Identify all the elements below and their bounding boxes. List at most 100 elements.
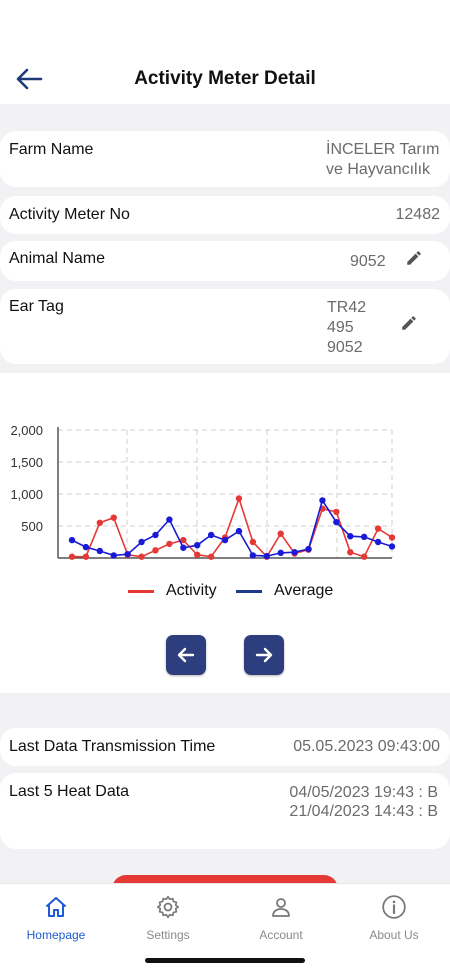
activity-meter-no-value: 12482 [395, 206, 441, 223]
back-button[interactable] [12, 62, 46, 96]
chart-panel [0, 373, 450, 693]
average-data-point [124, 550, 131, 558]
average-data-point [138, 538, 145, 546]
tab-settings[interactable]: Settings [112, 884, 224, 954]
activity-data-point [138, 553, 145, 560]
tab-homepage-label: Homepage [26, 928, 86, 942]
ear-tag-value-line3: 9052 [327, 339, 363, 356]
animal-name-value: 9052 [350, 253, 386, 270]
activity-data-point [333, 508, 340, 516]
activity-data-point [207, 553, 215, 560]
average-data-point [96, 547, 104, 555]
activity-data-point [68, 553, 76, 560]
activity-data-point [194, 551, 201, 558]
activity-data-point [347, 549, 354, 556]
activity-meter-no-card: Activity Meter No 12482 [0, 196, 450, 234]
average-data-point [319, 497, 326, 504]
farm-name-label: Farm Name [9, 141, 94, 158]
farm-name-value-line1: İNCELER Tarım [326, 141, 440, 158]
back-arrow-icon [16, 68, 43, 90]
average-data-point [291, 549, 298, 556]
tab-homepage[interactable]: Homepage [0, 884, 112, 954]
ear-tag-label: Ear Tag [9, 298, 64, 315]
page-title: Activity Meter Detail [134, 68, 316, 89]
ear-tag-value-line2: 495 [327, 319, 354, 336]
activity-data-point [277, 530, 284, 537]
animal-name-label: Animal Name [9, 250, 106, 267]
header: Activity Meter Detail [0, 0, 450, 104]
activity-data-point [82, 553, 90, 560]
average-data-point [347, 533, 354, 540]
average-data-point [194, 542, 201, 549]
average-data-point [305, 545, 312, 553]
heat-data-line1: 04/05/2023 19:43 : B [289, 784, 438, 801]
average-data-point [360, 533, 368, 541]
y-tick-label: 500 [21, 519, 43, 534]
farm-name-card: Farm Name İNCELER Tarım ve Hayvancılık [0, 131, 450, 187]
average-data-point [207, 531, 215, 539]
pencil-icon [407, 251, 421, 265]
previous-page-button[interactable] [166, 635, 206, 675]
last-transmission-label: Last Data Transmission Time [9, 738, 216, 755]
average-data-point [277, 549, 284, 557]
activity-data-point [166, 540, 173, 548]
legend-average: Average [236, 582, 333, 600]
tab-account-label: Account [259, 928, 303, 942]
average-data-point [374, 538, 382, 546]
average-data-point [68, 536, 76, 544]
tab-account[interactable]: Account [225, 884, 337, 954]
average-data-point [180, 544, 187, 551]
average-data-point [221, 536, 229, 544]
ear-tag-card: Ear Tag TR42 495 9052 [0, 289, 450, 364]
average-data-point [333, 518, 340, 526]
heat-data-label: Last 5 Heat Data [9, 783, 130, 800]
chart-legend: Activity Average [0, 582, 450, 602]
average-data-point [249, 552, 257, 559]
average-data-point [388, 543, 396, 550]
gear-icon [154, 893, 182, 921]
edit-ear-tag-button[interactable] [398, 312, 420, 334]
activity-data-point [374, 525, 382, 532]
heat-data-card: Last 5 Heat Data 04/05/2023 19:43 : B 21… [0, 773, 450, 849]
activity-data-point [110, 514, 117, 521]
activity-data-point [152, 547, 159, 554]
ear-tag-value-line1: TR42 [327, 299, 367, 316]
legend-average-label: Average [274, 582, 334, 599]
farm-name-value-line2: ve Hayvancılık [326, 161, 431, 178]
average-data-point [82, 543, 90, 551]
arrow-right-icon [255, 647, 273, 663]
arrow-left-icon [177, 647, 195, 663]
activity-data-point [388, 534, 396, 541]
activity-data-point [249, 538, 257, 546]
tab-about-us-label: About Us [369, 928, 419, 942]
home-icon [42, 893, 70, 921]
tab-about-us[interactable]: About Us [338, 884, 450, 954]
tab-settings-label: Settings [146, 928, 190, 942]
info-icon [380, 893, 408, 921]
edit-animal-name-button[interactable] [403, 247, 425, 269]
average-data-point [263, 552, 270, 560]
person-icon [267, 893, 295, 921]
activity-data-point [96, 519, 104, 526]
legend-activity: Activity [128, 582, 217, 600]
animal-name-card: Animal Name 9052 [0, 241, 450, 281]
average-data-point [110, 552, 117, 559]
activity-data-point [180, 536, 187, 544]
activity-series-line [72, 496, 393, 559]
y-tick-label: 1,000 [10, 487, 43, 502]
legend-activity-swatch [128, 589, 154, 593]
activity-data-point [235, 495, 243, 502]
last-transmission-value: 05.05.2023 09:43:00 [293, 738, 440, 755]
legend-average-swatch [236, 589, 262, 593]
average-data-point [152, 531, 159, 539]
y-tick-label: 2,000 [10, 423, 43, 438]
next-page-button[interactable] [244, 635, 284, 675]
average-series-line [71, 498, 393, 557]
activity-meter-no-label: Activity Meter No [9, 206, 130, 223]
home-indicator [145, 958, 305, 963]
legend-activity-label: Activity [166, 582, 217, 599]
heat-data-line2: 21/04/2023 14:43 : B [289, 803, 438, 820]
average-data-point [235, 527, 243, 535]
y-tick-label: 1,500 [10, 455, 43, 470]
pencil-icon [402, 316, 416, 330]
